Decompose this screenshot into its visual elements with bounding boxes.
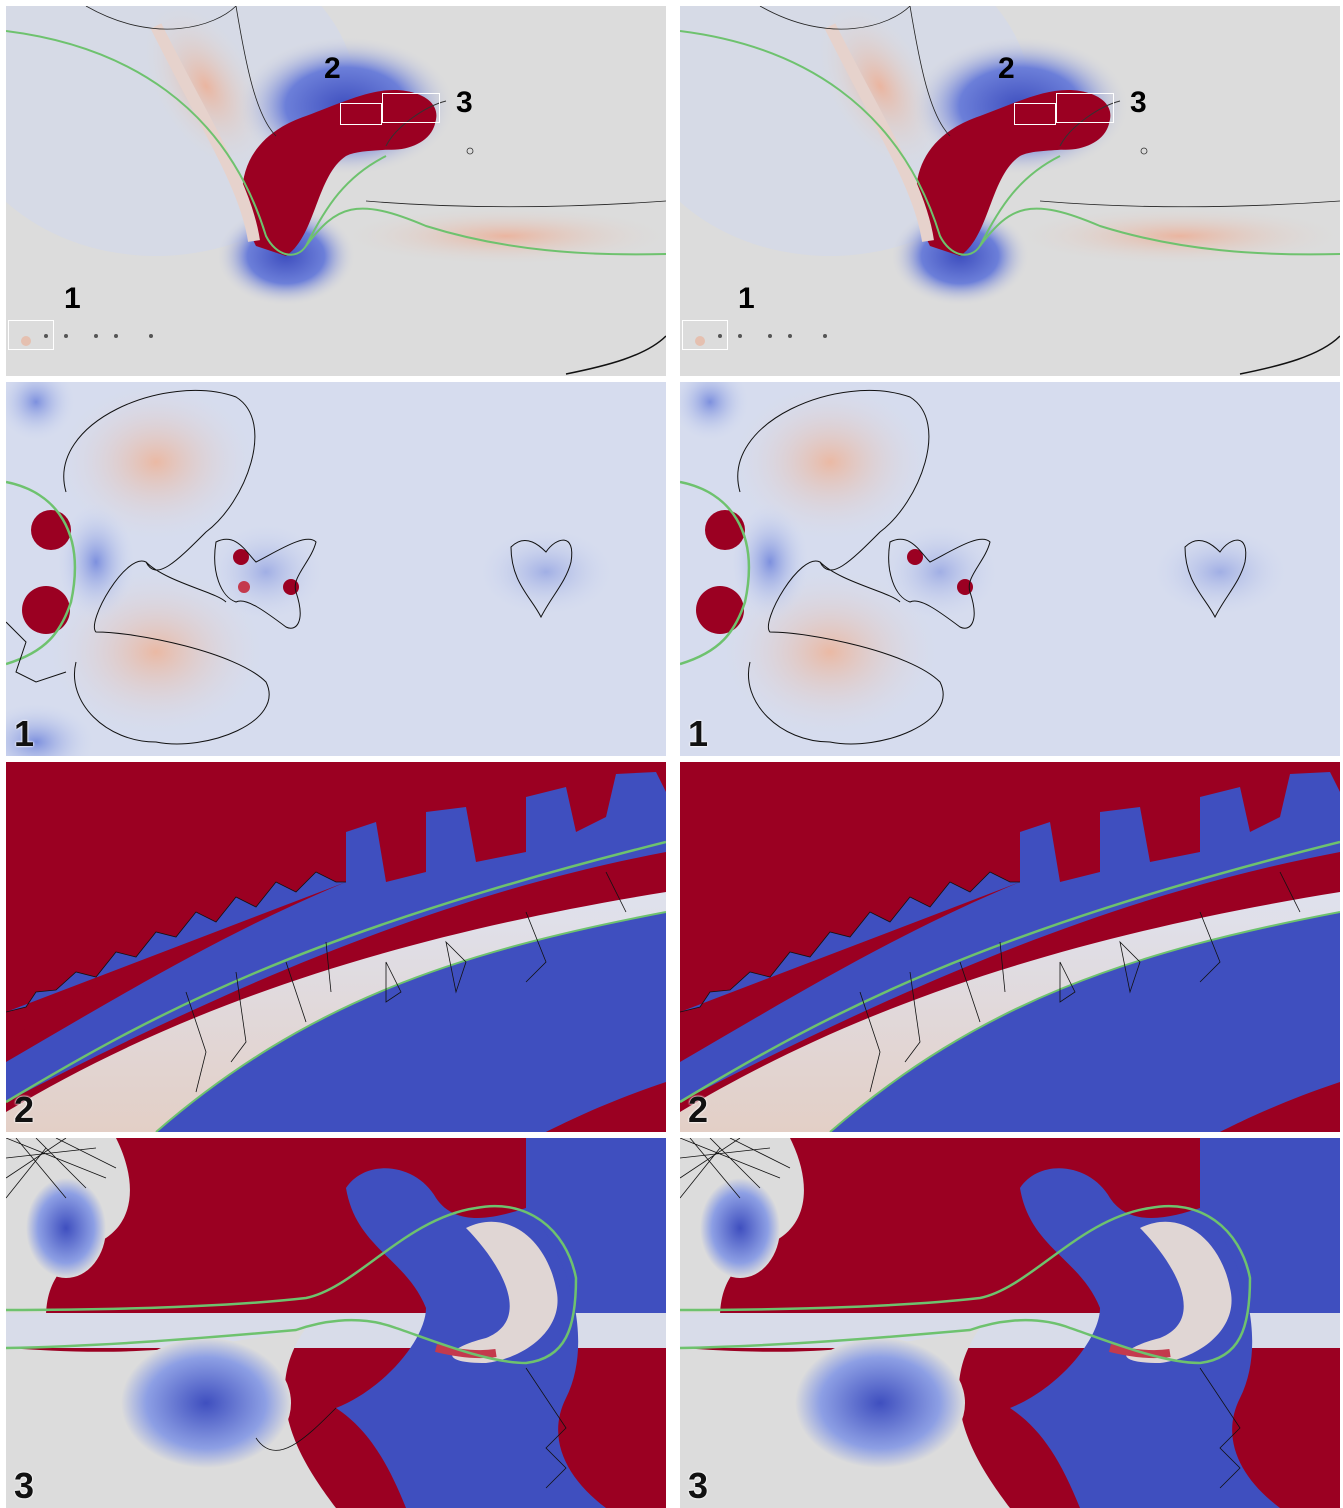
- zoom1-label: 1: [688, 713, 709, 754]
- zoom-box-2: [340, 103, 382, 125]
- zoom2-label: 2: [14, 1089, 35, 1130]
- overview-field-left: [6, 6, 666, 376]
- zoom2-field-left: [6, 762, 666, 1132]
- zoom3-label: 3: [14, 1465, 35, 1506]
- zoom3-field-left: [6, 1138, 666, 1508]
- zoom2-panel-left: 2: [6, 762, 666, 1132]
- zoom-box-1: [682, 320, 728, 350]
- overview-panel-left: 2 3 1: [6, 6, 666, 376]
- zoom1-field-left: [6, 382, 666, 756]
- zoom1-panel-right: 1: [680, 382, 1340, 756]
- zoom-box-3: [382, 93, 440, 123]
- zoom2-field-right: [680, 762, 1340, 1132]
- overview-panel-right: 2 3 1: [680, 6, 1340, 376]
- zoom3-panel-left: 3: [6, 1138, 666, 1508]
- zoom3-panel-right: 3: [680, 1138, 1340, 1508]
- zoom1-label: 1: [14, 713, 35, 754]
- zoom-box-2: [1014, 103, 1056, 125]
- overview-label-2: 2: [324, 52, 341, 85]
- zoom-box-1: [8, 320, 54, 350]
- zoom1-panel-left: 1: [6, 382, 666, 756]
- overview-label-1: 1: [738, 282, 755, 315]
- overview-label-3: 3: [1130, 86, 1147, 119]
- zoom3-field-right: [680, 1138, 1340, 1508]
- zoom2-panel-right: 2: [680, 762, 1340, 1132]
- zoom3-label: 3: [688, 1465, 709, 1506]
- zoom2-label: 2: [688, 1089, 709, 1130]
- overview-label-3: 3: [456, 86, 473, 119]
- zoom-box-3: [1056, 93, 1114, 123]
- zoom1-field-right: [680, 382, 1340, 756]
- overview-field-right: [680, 6, 1340, 376]
- overview-label-2: 2: [998, 52, 1015, 85]
- overview-label-1: 1: [64, 282, 81, 315]
